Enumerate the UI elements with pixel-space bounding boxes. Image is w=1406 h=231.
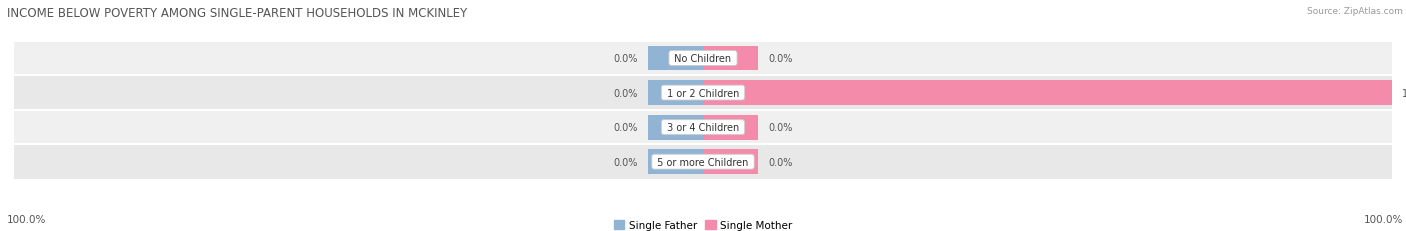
Text: 100.0%: 100.0% <box>7 214 46 224</box>
Text: 0.0%: 0.0% <box>613 88 637 98</box>
Bar <box>648 150 703 174</box>
Text: 0.0%: 0.0% <box>769 54 793 64</box>
Bar <box>703 46 758 71</box>
Text: 100.0%: 100.0% <box>1402 88 1406 98</box>
Bar <box>648 46 703 71</box>
Bar <box>14 145 1392 179</box>
Legend: Single Father, Single Mother: Single Father, Single Mother <box>610 216 796 231</box>
Text: 1 or 2 Children: 1 or 2 Children <box>664 88 742 98</box>
Text: 0.0%: 0.0% <box>769 157 793 167</box>
Text: 0.0%: 0.0% <box>613 123 637 133</box>
Text: 0.0%: 0.0% <box>613 157 637 167</box>
Text: No Children: No Children <box>672 54 734 64</box>
Bar <box>648 81 703 106</box>
Bar <box>14 76 1392 110</box>
Text: 0.0%: 0.0% <box>613 54 637 64</box>
Text: 3 or 4 Children: 3 or 4 Children <box>664 123 742 133</box>
Bar <box>703 150 758 174</box>
Bar <box>14 110 1392 145</box>
Bar <box>648 115 703 140</box>
Text: 100.0%: 100.0% <box>1364 214 1403 224</box>
Text: 5 or more Children: 5 or more Children <box>654 157 752 167</box>
Text: Source: ZipAtlas.com: Source: ZipAtlas.com <box>1308 7 1403 16</box>
Text: INCOME BELOW POVERTY AMONG SINGLE-PARENT HOUSEHOLDS IN MCKINLEY: INCOME BELOW POVERTY AMONG SINGLE-PARENT… <box>7 7 467 20</box>
Bar <box>14 42 1392 76</box>
Bar <box>703 115 758 140</box>
Bar <box>703 81 1392 106</box>
Text: 0.0%: 0.0% <box>769 123 793 133</box>
